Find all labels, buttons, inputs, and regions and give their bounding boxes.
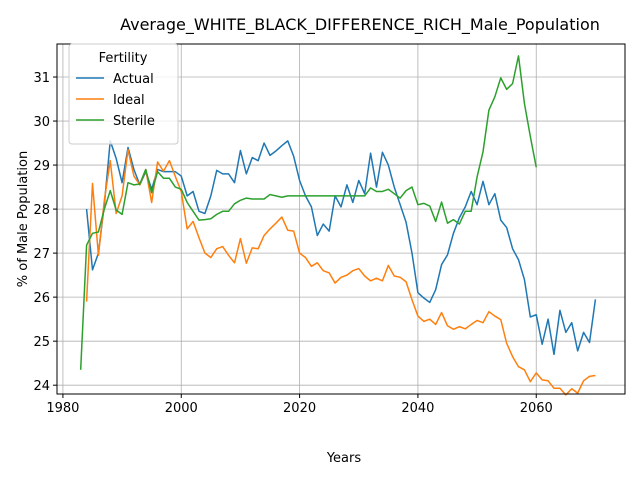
legend-label-ideal: Ideal: [113, 93, 145, 108]
x-tick-label: 2020: [283, 401, 316, 416]
y-tick-label: 31: [33, 71, 50, 86]
y-tick-label: 27: [33, 247, 50, 262]
y-tick-label: 24: [33, 379, 50, 394]
legend-box: [68, 43, 179, 145]
legend-label-actual: Actual: [113, 72, 154, 87]
y-tick-label: 25: [33, 335, 50, 350]
series-line-ideal: [85, 148, 596, 396]
y-tick-label: 28: [33, 203, 50, 218]
x-axis-title: Years: [326, 451, 362, 466]
y-tick-label: 29: [33, 159, 50, 174]
y-axis-ticks: 24 25 26 27 28 29 30 31: [33, 71, 57, 394]
x-tick-label: 2000: [165, 401, 198, 416]
y-tick-label: 30: [33, 115, 50, 130]
x-tick-label: 1980: [46, 401, 79, 416]
series-line-actual: [85, 140, 597, 356]
legend: Fertility Actual Ideal Sterile: [68, 43, 179, 145]
x-tick-label: 2040: [401, 401, 434, 416]
chart-title: Average_WHITE_BLACK_DIFFERENCE_RICH_Male…: [120, 15, 600, 35]
y-axis-title: % of Male Population: [16, 151, 31, 287]
series-lines: [79, 55, 597, 396]
x-tick-label: 2060: [520, 401, 553, 416]
legend-label-sterile: Sterile: [113, 114, 155, 129]
x-axis-ticks: 1980 2000 2020 2040 2060: [46, 394, 553, 416]
series-line-sterile: [79, 55, 537, 370]
plot-frame: [56, 43, 626, 395]
y-tick-label: 26: [33, 291, 50, 306]
legend-title: Fertility: [99, 51, 148, 66]
